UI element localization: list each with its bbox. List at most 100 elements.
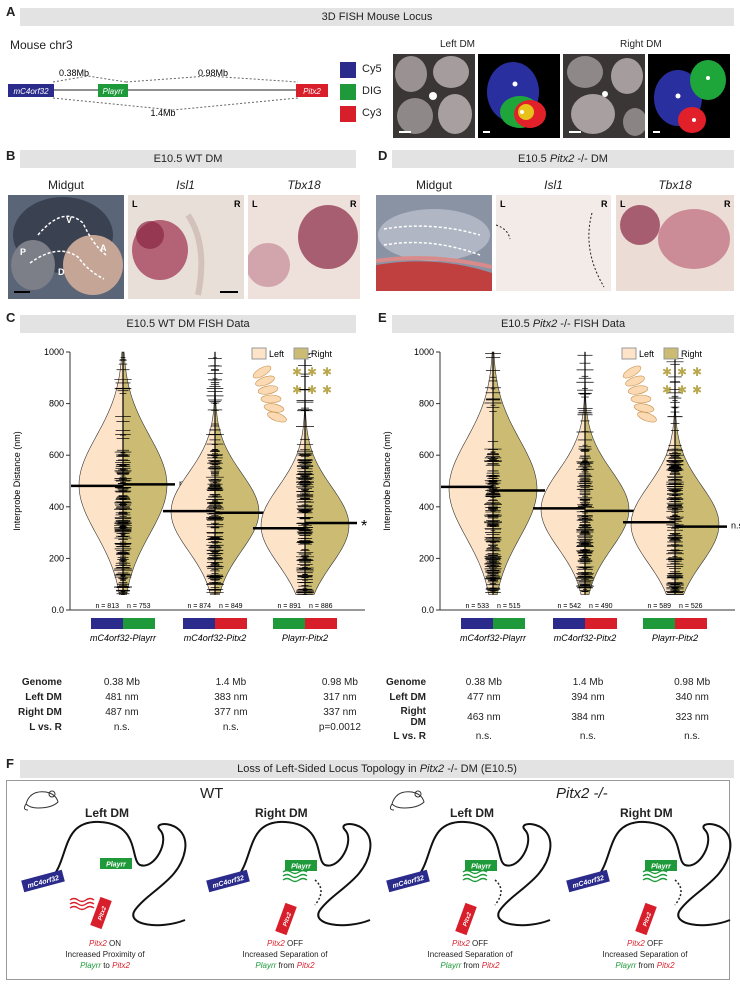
group-label: Playrr-Pitx2 (282, 633, 328, 643)
fish-signal-right (648, 54, 730, 138)
group-label: mC4orf32-Pitx2 (184, 633, 247, 643)
right-dm-label: Right DM (620, 39, 662, 50)
n-label-right: n = 753 (127, 603, 151, 610)
transcription-wave (462, 873, 488, 879)
y-tick-label: 400 (419, 502, 434, 512)
isl1-wt-left-label: L (132, 199, 138, 209)
panel-e-title: E10.5 Pitx2 -/- FISH Data (392, 315, 734, 333)
locus-diagram: mC4orf32 Playrr Pitx2 0.38Mb 0.98Mb 1.4M… (8, 68, 328, 118)
dig-label: DIG (362, 85, 382, 97)
f-right-dm-mut: Right DM (620, 806, 673, 820)
left-dm-label: Left DM (440, 39, 476, 50)
violin-right-half (584, 351, 630, 595)
panel-letter-f: F (6, 756, 14, 771)
y-axis-label: Interprobe Distance (nm) (382, 431, 392, 531)
gene-box-mc4orf32 (8, 84, 54, 97)
caption-mut-left: Pitx2 OFF Increased Separation of Playrr f… (427, 939, 513, 970)
gene-label-pitx2: Pitx2 (283, 911, 294, 927)
chromatin-fiber (414, 820, 552, 927)
f-left-dm-wt: Left DM (85, 806, 129, 820)
gene-label-playrr: Playrr (103, 87, 124, 96)
isl1-image-mut: L R (496, 195, 611, 291)
group-label: mC4orf32-Playrr (460, 633, 527, 643)
separation-arrow (314, 879, 322, 906)
panel-d-title: E10.5 Pitx2 -/- DM (392, 150, 734, 168)
n-label-right: n = 490 (589, 603, 613, 610)
panel-letter-d: D (378, 148, 388, 163)
n-label-left: n = 874 (187, 603, 211, 610)
n-label-right: n = 886 (309, 603, 333, 610)
y-tick-label: 200 (419, 553, 434, 563)
gene-label-pitx2: Pitx2 (643, 911, 654, 927)
panel-b-col-tbx18: Tbx18 (287, 178, 321, 192)
legend-left-swatch (621, 347, 637, 360)
tbx18-mut-right-label: R (724, 199, 731, 209)
svg-text:✱: ✱ (307, 365, 317, 379)
midgut-label-p: P (20, 247, 26, 257)
isl1-mut-right-label: R (601, 199, 608, 209)
dist-label-2: 0.98Mb (198, 68, 228, 78)
svg-text:✱: ✱ (292, 383, 302, 397)
caption-mut-right: Pitx2 OFF Increased Separation of Playrr f… (602, 939, 688, 970)
tbx18-wt-right-label: R (350, 199, 357, 209)
f-left-dm-mut: Left DM (450, 806, 494, 820)
wt-heading: WT (200, 785, 224, 802)
probe-color-right (493, 618, 525, 629)
gene-box-mc4orf32 (206, 869, 250, 893)
transcription-wave (642, 869, 668, 875)
gene-box-pitx2 (275, 902, 297, 935)
n-label-left: n = 589 (647, 603, 671, 610)
midgut-label-d: D (58, 267, 65, 277)
gene-label-playrr: Playrr (291, 864, 312, 871)
transcription-wave (69, 901, 95, 907)
violin-chart-mut: Interprobe Distance (nm) 0.0 200 400 600 800 1… (382, 347, 740, 643)
transcription-wave (69, 897, 95, 903)
y-tick-label: 600 (49, 450, 64, 460)
isl1-wt-right-label: R (234, 199, 241, 209)
f-right-dm-wt: Right DM (255, 806, 308, 820)
separation-arrow (494, 879, 502, 906)
y-tick-label: 1000 (44, 347, 64, 357)
y-tick-label: 600 (419, 450, 434, 460)
topology-schematics: mC4orf32PlayrrPitx2mC4orf32PlayrrPitx2mC… (21, 820, 732, 935)
chromatin-fiber (594, 820, 732, 927)
panel-d-col-tbx18: Tbx18 (658, 178, 692, 192)
transcription-wave (642, 877, 668, 883)
n-label-right: n = 526 (679, 603, 703, 610)
y-tick-label: 1000 (414, 347, 434, 357)
fish-signal-left (478, 54, 560, 138)
chromatin-fiber (49, 820, 187, 927)
tissue-schematic: ✱ ✱ ✱ ✱ ✱ ✱ (252, 365, 332, 423)
gene-box-pitx2 (296, 84, 328, 97)
probe-color-left (91, 618, 123, 629)
svg-text:✱: ✱ (322, 365, 332, 379)
legend-left-label: Left (639, 349, 655, 359)
svg-text:✱: ✱ (677, 383, 687, 397)
transcription-wave (462, 877, 488, 883)
gene-label-mc4orf32: mC4orf32 (13, 87, 49, 96)
panel-letter-e: E (378, 310, 387, 325)
svg-text:✱: ✱ (307, 383, 317, 397)
violin-right-half (492, 351, 538, 595)
tbx18-image-wt: L R (248, 195, 360, 299)
cy5-swatch (340, 62, 356, 78)
panel-d-col-isl1: Isl1 (544, 178, 563, 192)
panel-f-title: Loss of Left-Sided Locus Topology in Pit… (20, 760, 734, 778)
gene-box-playrr (100, 858, 132, 869)
probe-color-left (273, 618, 305, 629)
dist-label-3: 1.4Mb (150, 108, 175, 118)
cy5-label: Cy5 (362, 63, 382, 75)
probe-color-left (553, 618, 585, 629)
fluor-legend: Cy5 DIG Cy3 (340, 60, 390, 126)
transcription-wave (282, 873, 308, 879)
midgut-image-wt: V P D A (8, 195, 124, 299)
panel-letter-b: B (6, 148, 16, 163)
svg-text:✱: ✱ (677, 365, 687, 379)
n-label-right: n = 849 (219, 603, 243, 610)
midgut-label-v: V (66, 215, 72, 225)
probe-color-right (585, 618, 617, 629)
transcription-wave (462, 869, 488, 875)
